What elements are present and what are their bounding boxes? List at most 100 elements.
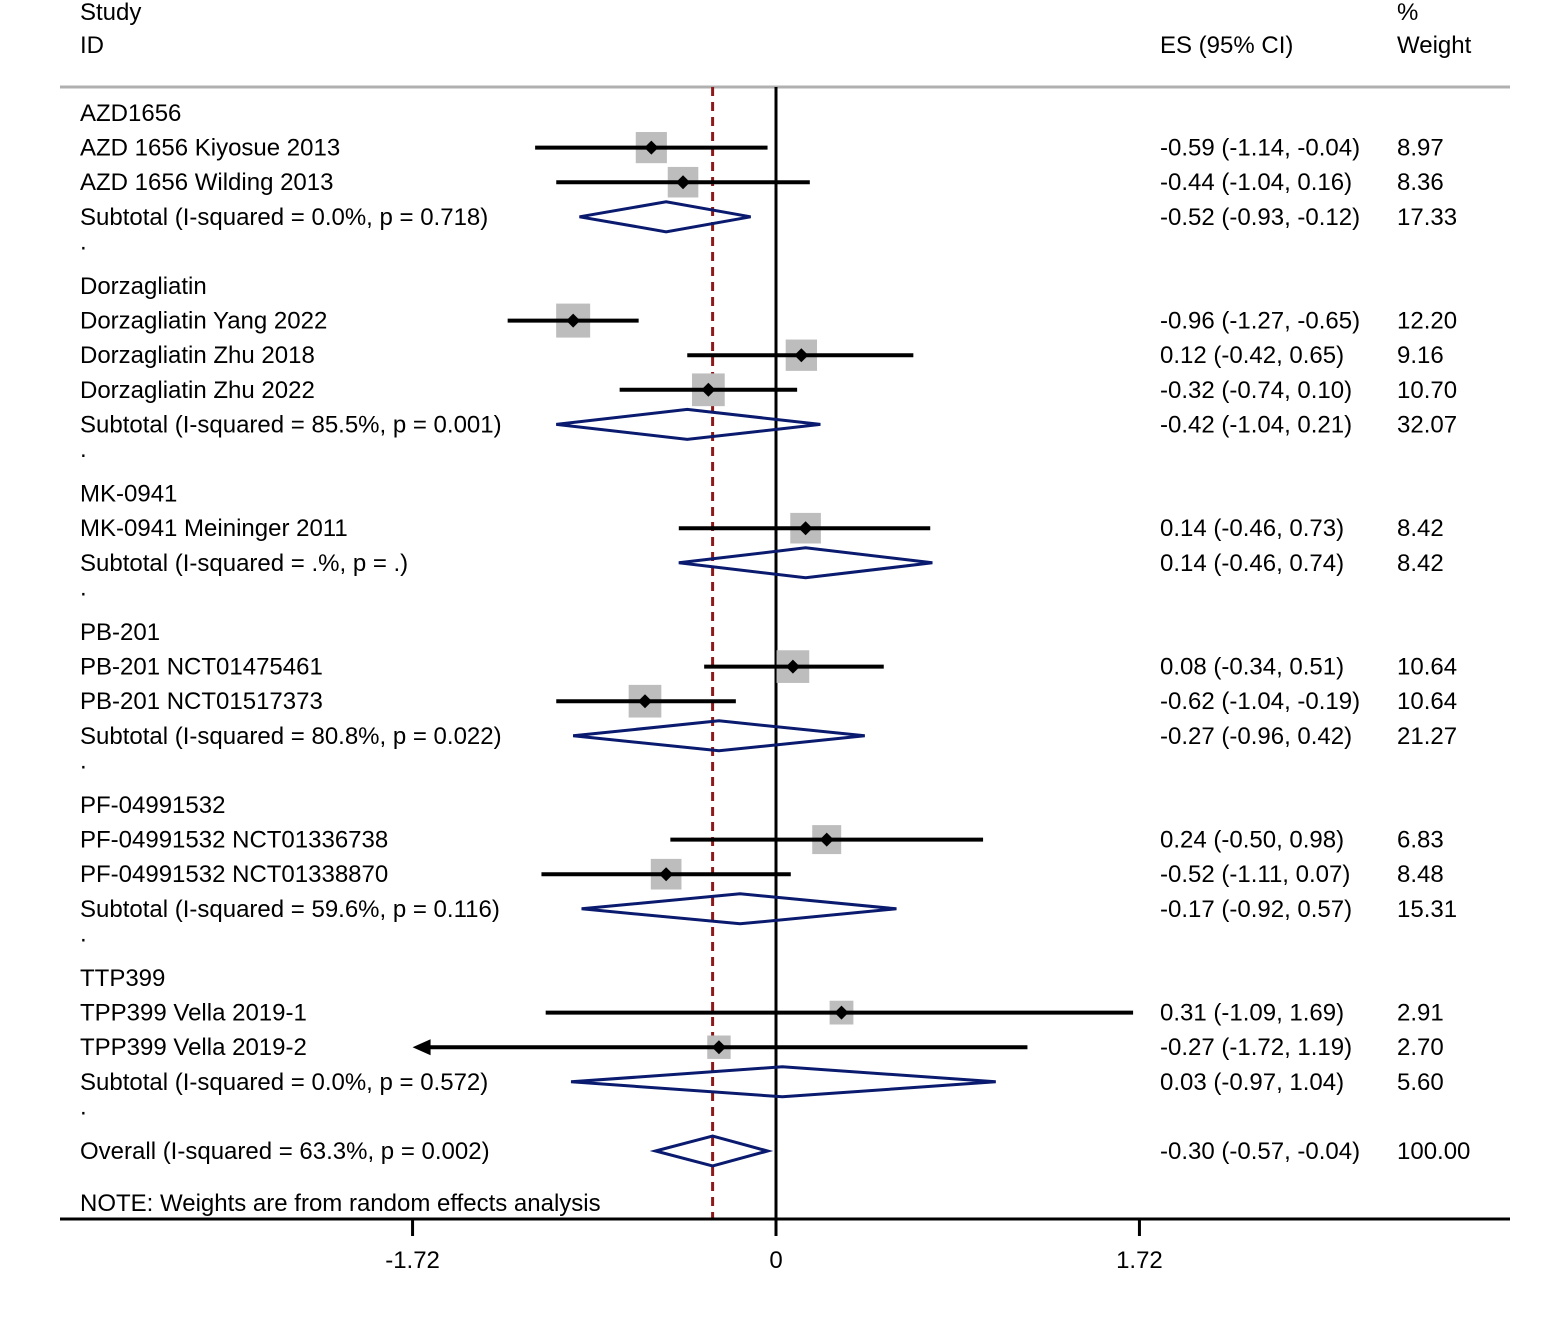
plot-layer: [711, 87, 778, 1219]
study-weight: 12.20: [1397, 308, 1457, 335]
spacer-dot: .: [80, 228, 87, 255]
group-heading: AZD1656: [80, 100, 181, 127]
point-estimate: [798, 521, 813, 536]
subtotal-label: Subtotal (I-squared = .%, p = .): [80, 550, 408, 577]
point-estimate: [794, 348, 809, 363]
x-tick-label: 0: [769, 1247, 782, 1274]
overall-weight: 100.00: [1397, 1138, 1470, 1165]
subtotal-diamond: [579, 200, 751, 234]
study-es-ci: 0.24 (-0.50, 0.98): [1160, 827, 1344, 854]
header-percent: %: [1397, 0, 1418, 26]
subtotal-label: Subtotal (I-squared = 59.6%, p = 0.116): [80, 896, 500, 923]
subtotal-es-ci: -0.42 (-1.04, 0.21): [1160, 411, 1352, 438]
spacer-dot: .: [80, 747, 87, 774]
x-axis-ticks: -1.72 0 1.72: [385, 1219, 1163, 1274]
study-label: AZD 1656 Kiyosue 2013: [80, 135, 340, 162]
study-es-ci: -0.27 (-1.72, 1.19): [1160, 1034, 1352, 1061]
spacer-dot: .: [80, 1093, 87, 1120]
subtotal-label: Subtotal (I-squared = 85.5%, p = 0.001): [80, 411, 502, 438]
study-es-ci: -0.32 (-0.74, 0.10): [1160, 377, 1352, 404]
point-estimate: [659, 867, 674, 882]
study-es-ci: -0.59 (-1.14, -0.04): [1160, 135, 1360, 162]
group-heading: MK-0941: [80, 481, 177, 508]
study-label: MK-0941 Meininger 2011: [80, 515, 348, 542]
study-weight: 2.91: [1397, 1000, 1444, 1027]
study-label: Dorzagliatin Zhu 2018: [80, 342, 315, 369]
subtotal-weight: 17.33: [1397, 204, 1457, 231]
point-estimate: [701, 382, 716, 397]
point-estimate: [644, 140, 659, 155]
point-estimate: [711, 1040, 726, 1055]
note-text: NOTE: Weights are from random effects an…: [80, 1190, 601, 1217]
subtotal-weight: 5.60: [1397, 1069, 1444, 1096]
study-es-ci: -0.44 (-1.04, 0.16): [1160, 169, 1352, 196]
header-es: ES (95% CI): [1160, 32, 1293, 59]
ci-arrow: [412, 1039, 431, 1056]
overall-es-ci: -0.30 (-0.57, -0.04): [1160, 1138, 1360, 1165]
subtotal-es-ci: -0.52 (-0.93, -0.12): [1160, 204, 1360, 231]
study-es-ci: 0.08 (-0.34, 0.51): [1160, 654, 1344, 681]
study-label: PF-04991532 NCT01338870: [80, 861, 388, 888]
header-id: ID: [80, 32, 104, 59]
study-weight: 8.48: [1397, 861, 1444, 888]
spacer-dot: .: [80, 436, 87, 463]
study-label: PB-201 NCT01517373: [80, 688, 323, 715]
subtotal-weight: 8.42: [1397, 550, 1444, 577]
study-es-ci: 0.12 (-0.42, 0.65): [1160, 342, 1344, 369]
point-estimate: [819, 832, 834, 847]
point-estimate: [785, 659, 800, 674]
group-heading: PB-201: [80, 619, 160, 646]
subtotal-diamond: [581, 892, 897, 926]
point-estimate: [834, 1005, 849, 1020]
subtotal-label: Subtotal (I-squared = 80.8%, p = 0.022): [80, 723, 502, 750]
study-label: TPP399 Vella 2019-2: [80, 1034, 307, 1061]
subtotal-es-ci: -0.17 (-0.92, 0.57): [1160, 896, 1352, 923]
subtotal-weight: 21.27: [1397, 723, 1457, 750]
subtotal-weight: 15.31: [1397, 896, 1457, 923]
row-layer: AZD1656 AZD 1656 Kiyosue 2013 -0.59 (-1.14…: [80, 100, 1470, 1168]
study-label: PF-04991532 NCT01336738: [80, 827, 388, 854]
header-weight: Weight: [1397, 32, 1472, 59]
study-weight: 6.83: [1397, 827, 1444, 854]
header-study: Study: [80, 0, 141, 26]
group-heading: TTP399: [80, 965, 165, 992]
spacer-dot: .: [80, 574, 87, 601]
study-es-ci: 0.14 (-0.46, 0.73): [1160, 515, 1344, 542]
study-es-ci: -0.52 (-1.11, 0.07): [1160, 861, 1350, 888]
x-tick-label: -1.72: [385, 1247, 440, 1274]
subtotal-es-ci: 0.14 (-0.46, 0.74): [1160, 550, 1344, 577]
spacer-dot: .: [80, 920, 87, 947]
study-label: AZD 1656 Wilding 2013: [80, 169, 333, 196]
study-weight: 8.97: [1397, 135, 1444, 162]
point-estimate: [676, 175, 691, 190]
overall-label: Overall (I-squared = 63.3%, p = 0.002): [80, 1138, 490, 1165]
subtotal-es-ci: -0.27 (-0.96, 0.42): [1160, 723, 1352, 750]
study-weight: 10.70: [1397, 377, 1457, 404]
subtotal-weight: 32.07: [1397, 411, 1457, 438]
study-weight: 10.64: [1397, 688, 1457, 715]
study-es-ci: -0.96 (-1.27, -0.65): [1160, 308, 1360, 335]
point-estimate: [637, 694, 652, 709]
subtotal-diamond: [570, 1065, 996, 1099]
subtotal-label: Subtotal (I-squared = 0.0%, p = 0.572): [80, 1069, 488, 1096]
study-es-ci: -0.62 (-1.04, -0.19): [1160, 688, 1360, 715]
group-heading: Dorzagliatin: [80, 273, 207, 300]
subtotal-label: Subtotal (I-squared = 0.0%, p = 0.718): [80, 204, 488, 231]
subtotal-diamond: [678, 546, 933, 580]
table-header: Study ID ES (95% CI) % Weight: [80, 0, 1472, 59]
subtotal-diamond: [556, 407, 821, 441]
study-weight: 8.36: [1397, 169, 1444, 196]
x-tick-label: 1.72: [1116, 1247, 1163, 1274]
study-label: PB-201 NCT01475461: [80, 654, 323, 681]
study-label: Dorzagliatin Yang 2022: [80, 308, 327, 335]
group-heading: PF-04991532: [80, 792, 225, 819]
study-es-ci: 0.31 (-1.09, 1.69): [1160, 1000, 1344, 1027]
point-estimate: [566, 313, 581, 328]
overall-diamond: [649, 1134, 774, 1168]
study-label: TPP399 Vella 2019-1: [80, 1000, 307, 1027]
subtotal-diamond: [572, 719, 865, 753]
study-weight: 10.64: [1397, 654, 1457, 681]
study-weight: 2.70: [1397, 1034, 1444, 1061]
study-weight: 8.42: [1397, 515, 1444, 542]
